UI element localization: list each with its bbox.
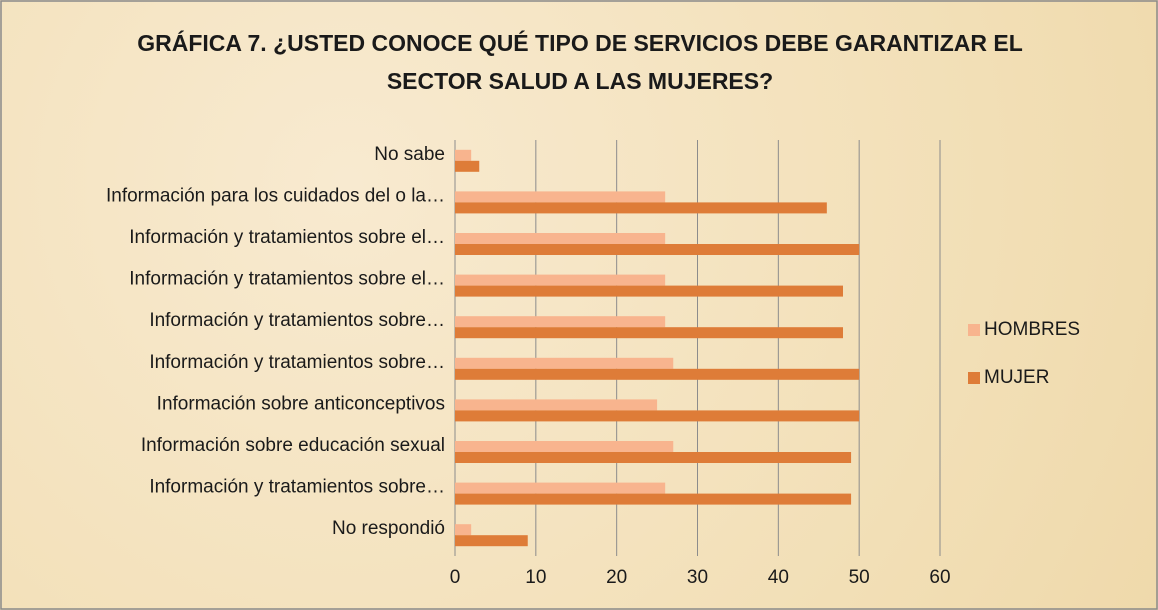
bar [455, 202, 827, 214]
y-tick-label: Información para los cuidados del o la… [106, 185, 445, 206]
bar [455, 160, 480, 172]
bar [455, 399, 658, 411]
y-tick-label: Información y tratamientos sobre el… [129, 227, 445, 248]
y-tick-label: Información sobre educación sexual [141, 435, 445, 456]
x-tick-label: 10 [525, 567, 546, 588]
bar [455, 327, 843, 339]
bar [455, 441, 674, 452]
bar [455, 493, 852, 505]
y-tick-label: No sabe [374, 144, 445, 165]
x-tick-label: 0 [450, 567, 461, 588]
bar [455, 149, 472, 161]
bar [455, 316, 666, 328]
bar [455, 244, 860, 255]
y-tick-label: Información y tratamientos sobre… [149, 477, 445, 498]
legend-swatch [968, 324, 980, 336]
bar [455, 285, 843, 297]
legend-label: MUJER [984, 367, 1049, 388]
legend-swatch [968, 372, 980, 384]
y-tick-label: Información sobre anticonceptivos [157, 393, 445, 414]
y-tick-label: Información y tratamientos sobre… [149, 310, 445, 331]
x-tick-label: 50 [849, 567, 870, 588]
x-tick-label: 30 [687, 567, 708, 588]
x-tick-label: 60 [929, 567, 950, 588]
legend-label: HOMBRES [984, 319, 1080, 340]
bar [455, 357, 674, 369]
bar [455, 274, 666, 286]
y-tick-label: No respondió [332, 518, 445, 539]
bar [455, 482, 666, 494]
x-tick-label: 20 [606, 567, 627, 588]
bar [455, 368, 860, 380]
bar [455, 535, 528, 547]
bar [455, 524, 472, 536]
x-tick-label: 40 [768, 567, 789, 588]
bar [455, 233, 666, 244]
bar [455, 191, 666, 203]
bar [455, 410, 860, 422]
y-tick-label: Información y tratamientos sobre… [149, 352, 445, 373]
y-tick-label: Información y tratamientos sobre el… [129, 269, 445, 290]
chart-title: GRÁFICA 7. ¿USTED CONOCE QUÉ TIPO DE SER… [137, 30, 1023, 94]
bar [455, 452, 852, 463]
